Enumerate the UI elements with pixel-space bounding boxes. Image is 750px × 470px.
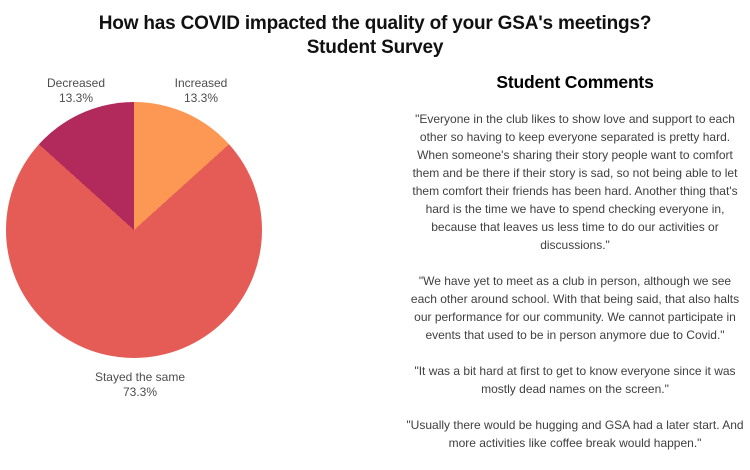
comment: "We have yet to meet as a club in person… <box>410 274 740 342</box>
pie-label-stayed-pct: 73.3% <box>122 385 158 399</box>
pie-label-stayed-name: Stayed the same <box>94 370 186 384</box>
page-title: How has COVID impacted the quality of yo… <box>0 12 750 60</box>
pie-label-increased: Increased 13.3% <box>175 76 228 106</box>
comments-heading: Student Comments <box>496 72 654 92</box>
pie-label-stayed: Stayed the same 73.3% <box>95 370 185 400</box>
pie-chart <box>6 102 262 358</box>
pie-label-increased-name: Increased <box>174 76 228 90</box>
page-title-line2: Student Survey <box>306 37 444 58</box>
comment: "Usually there would be hugging and GSA … <box>406 418 744 450</box>
pie-label-decreased-pct: 13.3% <box>58 91 94 105</box>
comments-list: "Everyone in the club likes to show love… <box>405 110 745 452</box>
pie-label-decreased: Decreased 13.3% <box>47 76 105 106</box>
pie-figure: Decreased 13.3% Increased 13.3% Stayed t… <box>0 60 300 420</box>
comments-panel: Student Comments "Everyone in the club l… <box>405 72 745 470</box>
pie-label-decreased-name: Decreased <box>46 76 106 90</box>
page-title-line1: How has COVID impacted the quality of yo… <box>98 13 652 34</box>
comment: "It was a bit hard at first to get to kn… <box>414 364 736 396</box>
comment: "Everyone in the club likes to show love… <box>412 112 738 252</box>
pie-label-increased-pct: 13.3% <box>183 91 219 105</box>
